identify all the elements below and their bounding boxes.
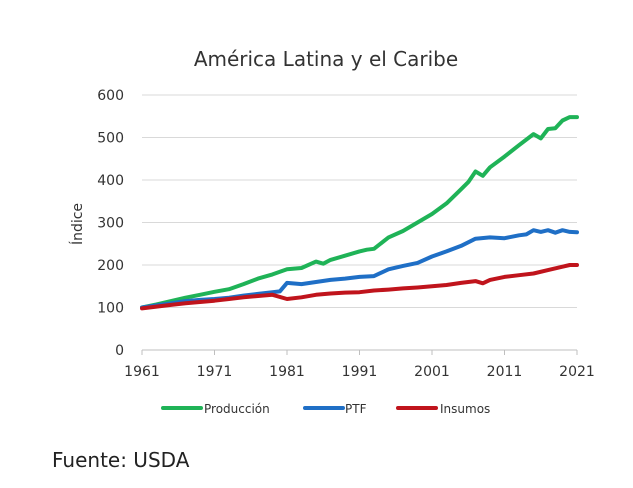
y-tick-label: 600 bbox=[97, 88, 124, 104]
series-lines bbox=[140, 115, 579, 311]
legend-label: Producción bbox=[204, 402, 270, 416]
x-tick-label: 1961 bbox=[124, 364, 160, 380]
legend-label: Insumos bbox=[440, 402, 490, 416]
x-tick-label: 2011 bbox=[487, 364, 523, 380]
y-tick-label: 100 bbox=[97, 301, 124, 317]
series-line-ptf bbox=[140, 228, 579, 310]
y-tick-label: 300 bbox=[97, 216, 124, 232]
x-tick-label: 2001 bbox=[414, 364, 450, 380]
y-tick-label: 0 bbox=[115, 343, 124, 359]
series-line-producción bbox=[140, 115, 579, 310]
legend-label: PTF bbox=[345, 402, 367, 416]
series-line-insumos bbox=[140, 263, 579, 311]
y-axis-label: Índice bbox=[69, 203, 86, 245]
x-axis-ticks: 1961 1971 1981 1991 2001 2011 2021 bbox=[124, 349, 595, 380]
chart-title: América Latina y el Caribe bbox=[194, 47, 458, 71]
x-tick-label: 1991 bbox=[342, 364, 378, 380]
y-axis-ticks: 0 100 200 300 400 500 600 bbox=[97, 88, 124, 359]
source-note: Fuente: USDA bbox=[52, 448, 190, 472]
grid bbox=[142, 94, 577, 351]
x-tick-label: 1971 bbox=[197, 364, 233, 380]
x-tick-label: 2021 bbox=[559, 364, 595, 380]
y-tick-label: 200 bbox=[97, 258, 124, 274]
y-tick-label: 500 bbox=[97, 131, 124, 147]
y-tick-label: 400 bbox=[97, 173, 124, 189]
x-tick-label: 1981 bbox=[269, 364, 305, 380]
legend: Producción PTF Insumos bbox=[161, 402, 490, 416]
